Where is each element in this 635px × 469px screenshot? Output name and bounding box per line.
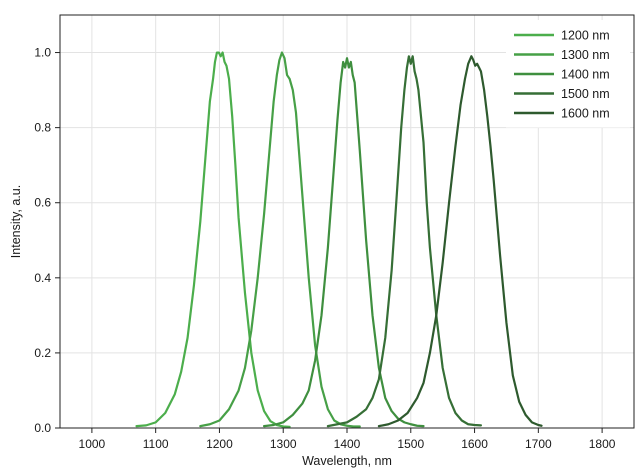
y-tick-label: 0.0 [34, 421, 51, 435]
y-tick-label: 1.0 [34, 46, 51, 60]
x-tick-label: 1600 [461, 437, 488, 451]
y-tick-labels: 0.0 0.2 0.4 0.6 0.8 1.0 [34, 46, 51, 435]
x-axis-label: Wavelength, nm [302, 454, 392, 468]
x-tick-label: 1800 [589, 437, 616, 451]
x-tick-label: 1300 [270, 437, 297, 451]
series-line-4 [377, 55, 543, 428]
series-line-1 [199, 51, 361, 428]
x-tick-label: 1100 [143, 437, 169, 451]
legend-label: 1200 nm [561, 29, 610, 43]
x-tick-labels: 1000 1100 1200 1300 1400 1500 1600 1700 1800 [79, 437, 616, 451]
y-tick-label: 0.4 [34, 271, 51, 285]
series-line-2 [262, 57, 425, 428]
x-tick-label: 1400 [334, 437, 361, 451]
legend: 1200 nm 1300 nm 1400 nm 1500 nm 1600 nm [506, 20, 630, 128]
x-tick-label: 1700 [525, 437, 552, 451]
x-tick-label: 1200 [206, 437, 233, 451]
legend-label: 1400 nm [561, 68, 610, 82]
legend-label: 1500 nm [561, 87, 610, 101]
y-tick-label: 0.8 [34, 121, 51, 135]
axis-ticks [55, 52, 603, 433]
y-tick-label: 0.2 [34, 346, 51, 360]
series-line-0 [135, 51, 291, 428]
y-tick-label: 0.6 [34, 196, 51, 210]
x-tick-label: 1000 [79, 437, 106, 451]
series-line-3 [326, 55, 483, 428]
y-axis-label: Intensity, a.u. [9, 185, 23, 258]
series-lines [135, 51, 543, 428]
x-tick-label: 1500 [397, 437, 424, 451]
legend-label: 1300 nm [561, 48, 610, 62]
legend-label: 1600 nm [561, 107, 610, 121]
